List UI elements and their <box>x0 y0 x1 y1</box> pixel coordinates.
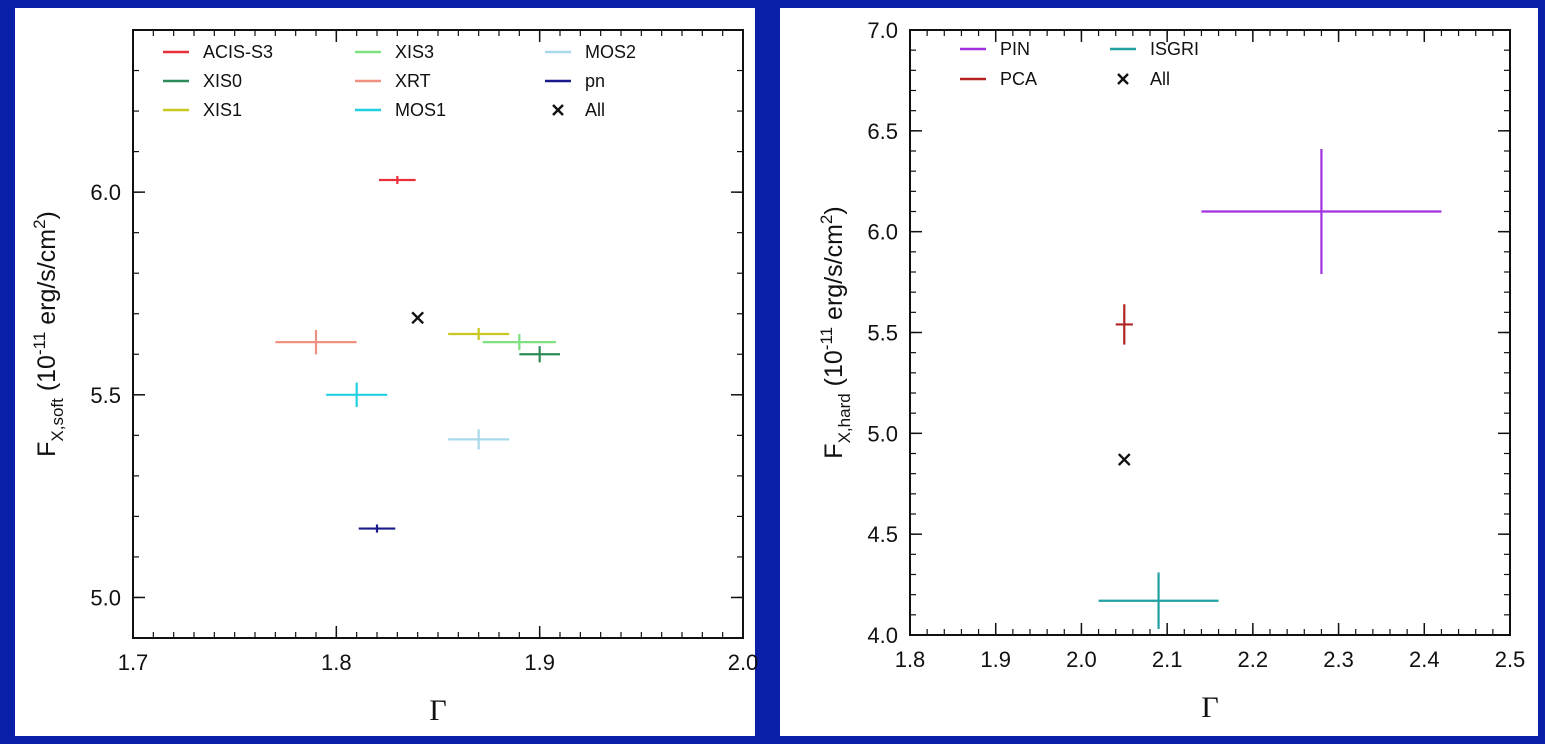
x-tick-label: 1.9 <box>980 647 1011 672</box>
legend-label: All <box>585 100 605 120</box>
legend-entry-xis1: XIS1 <box>163 100 242 120</box>
x-tick-label: 2.2 <box>1238 647 1269 672</box>
legend-label: XIS1 <box>203 100 242 120</box>
x-axis-label: Γ <box>1201 691 1218 724</box>
y-axis-label: FX,soft (10-11 erg/s/cm2) <box>30 211 67 457</box>
left-chart-soft-flux: 1.7 1.8 1.9 2.0 5.0 5.5 6.0 ACIS-S3 XIS0 XIS1 XIS3… <box>15 8 759 736</box>
data-point-pca <box>1115 304 1133 345</box>
x-tick-label: 2.4 <box>1409 647 1440 672</box>
legend-entry-pca: PCA <box>960 69 1037 89</box>
legend-entry-pn: pn <box>545 71 605 91</box>
data-point-xis1 <box>448 327 510 341</box>
data-point-xis3 <box>482 334 556 351</box>
data-point-pin <box>1201 148 1442 275</box>
panel-background <box>15 8 755 736</box>
legend-label: XIS3 <box>395 42 434 62</box>
legend-x-marker <box>552 104 564 116</box>
legend-entry-mos2: MOS2 <box>545 42 636 62</box>
x-tick-label: 1.7 <box>118 650 149 675</box>
right-chart-hard-flux: 1.8 1.9 2.0 2.1 2.2 2.3 2.4 2.5 4.0 4.5 5.0 5.5 6.0 6… <box>780 8 1538 736</box>
data-point-mos2 <box>448 429 510 450</box>
legend-label: pn <box>585 71 605 91</box>
y-tick-label: 7.0 <box>867 18 898 43</box>
legend-x-marker <box>1117 73 1129 85</box>
legend-entry-xrt: XRT <box>355 71 431 91</box>
x-tick-label: 2.3 <box>1323 647 1354 672</box>
legend-entry-all: All <box>1117 69 1170 89</box>
data-point-all <box>411 311 425 325</box>
plot-frame <box>909 29 1511 636</box>
y-tick-label: 6.0 <box>90 180 121 205</box>
legend-entry-all: All <box>552 100 605 120</box>
y-tick-label: 6.5 <box>867 119 898 144</box>
legend-label: XIS0 <box>203 71 242 91</box>
data-point-xrt <box>275 329 357 355</box>
legend-entry-mos1: MOS1 <box>355 100 446 120</box>
legend-label: ACIS-S3 <box>203 42 273 62</box>
x-tick-label: 1.9 <box>524 650 555 675</box>
legend-entry-xis3: XIS3 <box>355 42 434 62</box>
x-tick-label: 1.8 <box>895 647 926 672</box>
x-tick-label: 2.5 <box>1495 647 1526 672</box>
y-tick-label: 6.0 <box>867 220 898 245</box>
legend-label: XRT <box>395 71 431 91</box>
legend-label: PIN <box>1000 39 1030 59</box>
legend-label: All <box>1150 69 1170 89</box>
data-point-pn <box>358 524 396 533</box>
y-tick-label: 5.5 <box>90 383 121 408</box>
legend-label: MOS1 <box>395 100 446 120</box>
y-tick-label: 5.5 <box>867 321 898 346</box>
x-tick-label: 2.0 <box>1066 647 1097 672</box>
y-tick-label: 5.0 <box>90 585 121 610</box>
data-point-xis0 <box>519 346 560 363</box>
x-tick-label: 2.0 <box>728 650 759 675</box>
x-axis-label: Γ <box>429 694 446 727</box>
plot-frame <box>132 29 744 639</box>
y-tick-label: 4.0 <box>867 623 898 648</box>
data-point-mos1 <box>326 382 388 407</box>
legend-label: PCA <box>1000 69 1037 89</box>
legend-entry-isgri: ISGRI <box>1110 39 1199 59</box>
x-tick-label: 2.1 <box>1152 647 1183 672</box>
legend-entry-xis0: XIS0 <box>163 71 242 91</box>
x-marker-stroke <box>411 311 425 325</box>
data-point-isgri <box>1098 572 1219 629</box>
y-axis-label: FX,hard (10-11 erg/s/cm2) <box>817 206 854 458</box>
data-point-acis-s3 <box>379 175 416 185</box>
legend-label: ISGRI <box>1150 39 1199 59</box>
data-point-all <box>1117 453 1131 466</box>
x-marker-stroke <box>1117 453 1131 466</box>
legend-entry-acis-s3: ACIS-S3 <box>163 42 273 62</box>
y-tick-label: 4.5 <box>867 522 898 547</box>
x-tick-label: 1.8 <box>321 650 352 675</box>
y-tick-label: 5.0 <box>867 421 898 446</box>
legend-entry-pin: PIN <box>960 39 1030 59</box>
legend-label: MOS2 <box>585 42 636 62</box>
